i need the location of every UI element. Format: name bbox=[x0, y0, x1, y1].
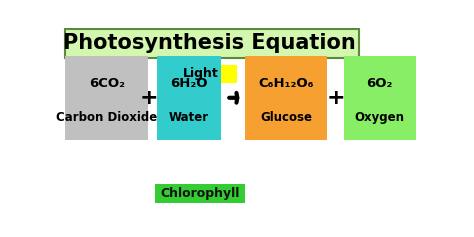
Text: Glucose: Glucose bbox=[260, 111, 312, 123]
FancyBboxPatch shape bbox=[65, 29, 359, 58]
Text: 6CO₂: 6CO₂ bbox=[89, 77, 125, 90]
Text: 6H₂O: 6H₂O bbox=[170, 77, 208, 90]
FancyBboxPatch shape bbox=[156, 56, 221, 140]
Text: +: + bbox=[326, 88, 345, 108]
Text: Photosynthesis Equation: Photosynthesis Equation bbox=[64, 33, 356, 53]
Text: 6O₂: 6O₂ bbox=[366, 77, 393, 90]
FancyBboxPatch shape bbox=[155, 183, 245, 203]
FancyBboxPatch shape bbox=[344, 56, 416, 140]
Text: Carbon Dioxide: Carbon Dioxide bbox=[56, 111, 157, 123]
FancyBboxPatch shape bbox=[245, 56, 328, 140]
Text: Light: Light bbox=[183, 67, 219, 80]
Text: Oxygen: Oxygen bbox=[355, 111, 405, 123]
FancyBboxPatch shape bbox=[65, 56, 148, 140]
Text: +: + bbox=[139, 88, 158, 108]
Text: C₆H₁₂O₆: C₆H₁₂O₆ bbox=[258, 77, 314, 90]
FancyBboxPatch shape bbox=[164, 65, 237, 83]
Text: Water: Water bbox=[169, 111, 209, 123]
Text: Chlorophyll: Chlorophyll bbox=[160, 187, 240, 200]
